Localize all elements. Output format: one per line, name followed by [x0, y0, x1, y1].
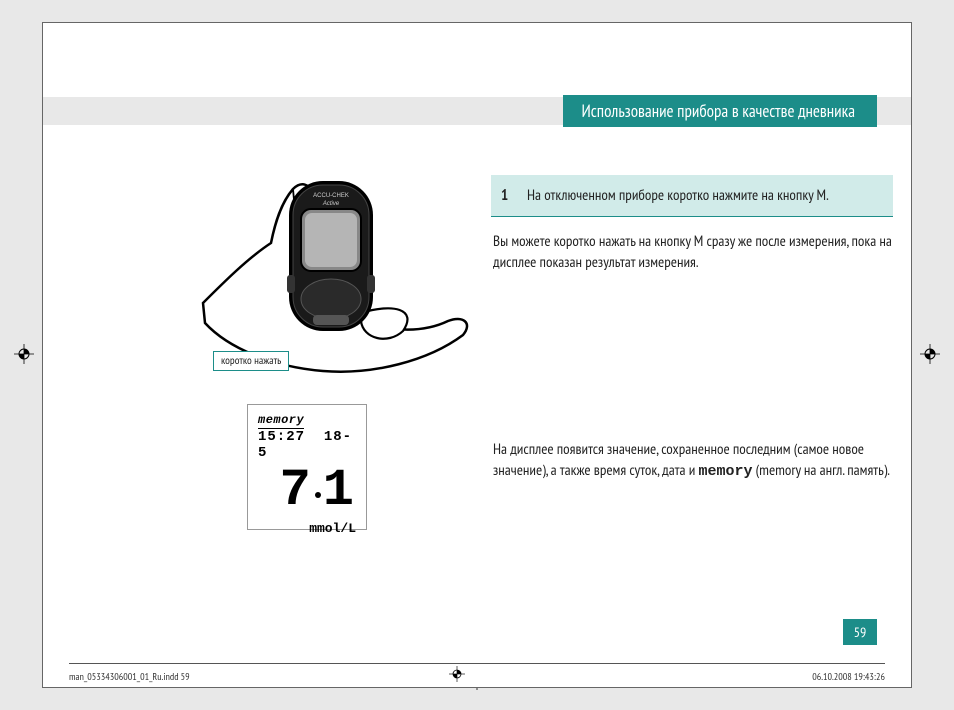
callout-label: коротко нажать — [213, 351, 289, 371]
instruction-text-column: 1 На отключенном приборе коротко нажмите… — [491, 175, 893, 273]
device-brand-label: ACCU-CHEK — [313, 193, 349, 199]
lcd-display: memory 15:27 18- 5 71 mmol/L — [247, 404, 367, 530]
registration-mark-icon — [449, 666, 465, 682]
paragraph-2: На дисплее появится значение, сохраненно… — [491, 439, 893, 482]
step-text: На отключенном приборе коротко нажмите н… — [527, 185, 829, 206]
lcd-memory-label: memory — [258, 413, 356, 427]
imposition-footer: man_05334306001_01_Ru.indd 59 06.10.2008… — [69, 663, 885, 683]
footer-timestamp: 06.10.2008 19:43:26 — [812, 670, 885, 683]
memory-word: memory — [698, 463, 752, 480]
footer-file: man_05334306001_01_Ru.indd 59 — [69, 670, 190, 683]
lcd-time-date: 15:27 18- 5 — [258, 429, 356, 461]
step-number: 1 — [501, 185, 515, 206]
manual-page: Использование прибора в качестве дневник… — [42, 22, 912, 688]
page-number: 59 — [843, 619, 877, 645]
lcd-value: 71 — [258, 465, 356, 517]
device-model-label: Active — [322, 201, 340, 207]
section-title: Использование прибора в качестве дневник… — [563, 95, 877, 127]
lcd-unit: mmol/L — [258, 521, 356, 536]
step-box: 1 На отключенном приборе коротко нажмите… — [491, 175, 893, 217]
registration-mark-icon — [14, 344, 34, 364]
illustration-area: ACCU-CHEK Active коротко нажать — [193, 163, 483, 393]
paragraph-1: Вы можете коротко нажать на кнопку M сра… — [491, 231, 893, 273]
registration-mark-icon — [920, 344, 940, 364]
hand-holding-device-illustration: ACCU-CHEK Active коротко нажать — [193, 163, 483, 393]
